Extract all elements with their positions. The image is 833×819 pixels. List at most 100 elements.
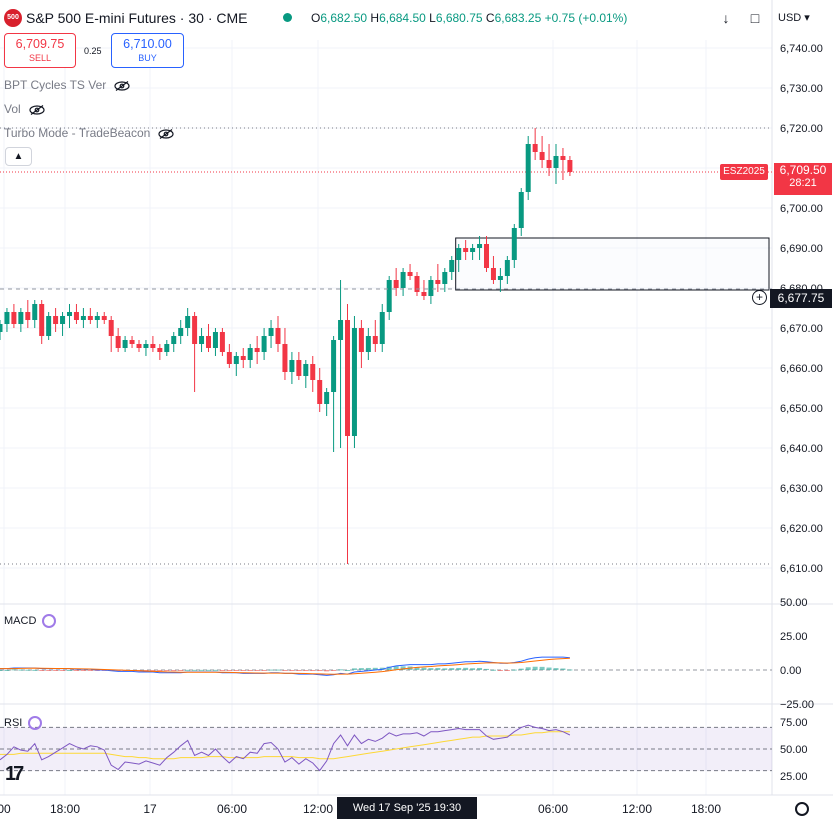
- macd-line: [0, 656, 570, 676]
- candle-body: [0, 324, 3, 332]
- eye-hidden-icon[interactable]: [29, 104, 45, 115]
- indicator-turbo-mode[interactable]: Turbo Mode - TradeBeacon: [4, 126, 174, 140]
- rsi-tick-label: 25.00: [780, 771, 808, 783]
- candle-body: [115, 336, 121, 348]
- candle-body: [261, 336, 267, 352]
- candle-body: [456, 248, 462, 260]
- macd-histogram-bar: [449, 668, 455, 670]
- macd-histogram-bar: [39, 670, 45, 671]
- macd-histogram-bar: [351, 668, 357, 670]
- rsi-tick-label: 75.00: [780, 717, 808, 729]
- gear-icon[interactable]: [795, 802, 809, 816]
- indicator-bpt-cycles[interactable]: BPT Cycles TS Ver: [4, 78, 130, 92]
- macd-histogram-bar: [338, 669, 344, 671]
- macd-histogram-bar: [484, 668, 489, 670]
- macd-histogram-bar: [73, 670, 79, 671]
- ohlc-close-label: C: [485, 11, 495, 25]
- candle-body: [101, 316, 107, 320]
- macd-histogram-bar: [60, 670, 66, 671]
- macd-histogram-bar: [303, 670, 309, 671]
- crosshair-time-label: Wed 17 Sep '25 19:30: [337, 797, 477, 819]
- macd-histogram-bar: [324, 670, 330, 672]
- price-tick-label: 6,730.00: [780, 83, 823, 95]
- macd-histogram-bar: [546, 667, 552, 670]
- candle-body: [379, 312, 385, 344]
- collapse-legend-button[interactable]: ▲: [5, 147, 32, 166]
- macd-histogram-bar: [331, 670, 337, 671]
- macd-histogram-bar: [317, 670, 323, 671]
- macd-histogram-bar: [414, 667, 420, 670]
- macd-histogram-bar: [435, 667, 441, 670]
- macd-histogram-bar: [518, 668, 524, 670]
- candle-body: [275, 328, 281, 344]
- buy-button[interactable]: 6,710.00 BUY: [111, 33, 184, 68]
- candle-body: [400, 272, 406, 288]
- rsi-ma-line: [0, 731, 570, 760]
- rectangle-drawing: [455, 237, 770, 291]
- candle-body: [206, 336, 211, 348]
- sell-button[interactable]: 6,709.75 SELL: [4, 33, 76, 68]
- candle-body: [421, 292, 427, 296]
- candle-body: [560, 156, 566, 160]
- chevron-up-icon: ▲: [13, 151, 24, 162]
- macd-pane-label[interactable]: MACD: [4, 614, 57, 628]
- macd-histogram-bar: [470, 668, 476, 670]
- macd-histogram-bar: [490, 669, 496, 671]
- macd-label: MACD: [4, 614, 37, 627]
- price-tick-label: 6,650.00: [780, 403, 823, 415]
- macd-tick-label: 0.00: [780, 665, 801, 677]
- candle-body: [449, 260, 455, 272]
- time-tick-label: 12:00: [303, 802, 333, 816]
- macd-histogram-bar: [46, 670, 52, 671]
- last-price-tag: 6,709.50 28:21: [774, 163, 832, 195]
- indicator-vol[interactable]: Vol: [4, 102, 45, 116]
- symbol-logo[interactable]: 500: [4, 9, 22, 27]
- price-tick-label: 6,690.00: [780, 243, 823, 255]
- ohlc-low-label: L: [429, 11, 436, 25]
- macd-histogram-bar: [282, 670, 288, 671]
- candle-body: [345, 320, 350, 436]
- candle-body: [365, 336, 371, 352]
- macd-histogram-bar: [150, 670, 156, 671]
- tradingview-logo-icon[interactable]: 17: [5, 763, 24, 785]
- fullscreen-icon[interactable]: □: [750, 10, 760, 26]
- macd-histogram-bar: [477, 667, 483, 670]
- candle-body: [539, 152, 545, 160]
- macd-histogram-bar: [53, 670, 59, 671]
- candle-body: [129, 340, 135, 344]
- sell-price: 6,709.75: [15, 37, 65, 51]
- macd-histogram-bar: [199, 669, 205, 671]
- price-tick-label: 6,610.00: [780, 563, 823, 575]
- macd-histogram-bar: [11, 669, 17, 671]
- rsi-tick-label: 50.00: [780, 744, 808, 756]
- macd-histogram-bar: [310, 670, 316, 671]
- candle-body: [157, 348, 163, 352]
- macd-histogram-bar: [192, 669, 198, 671]
- candle-body: [164, 344, 170, 352]
- macd-histogram-bar: [0, 670, 3, 671]
- eye-hidden-icon[interactable]: [158, 128, 174, 139]
- candle-body: [372, 336, 378, 344]
- arrow-down-icon[interactable]: ↓: [722, 10, 730, 26]
- plus-circle-icon[interactable]: +: [752, 290, 767, 305]
- macd-histogram-bar: [240, 670, 246, 671]
- candle-body: [428, 280, 434, 296]
- refresh-icon[interactable]: [28, 716, 43, 730]
- macd-histogram-bar: [539, 666, 545, 670]
- rsi-pane-label[interactable]: RSI: [4, 716, 43, 730]
- price-tick-label: 6,720.00: [780, 123, 823, 135]
- refresh-icon[interactable]: [42, 614, 57, 628]
- macd-tick-label: −25.00: [780, 699, 814, 711]
- candle-body: [296, 360, 302, 376]
- symbol-title[interactable]: S&P 500 E-mini Futures · 30 · CME: [26, 10, 248, 26]
- candle-body: [199, 336, 205, 344]
- candle-body: [331, 340, 337, 392]
- rsi-line: [0, 724, 571, 772]
- macd-histogram-bar: [560, 668, 566, 670]
- currency-selector[interactable]: USD ▾: [778, 12, 810, 24]
- eye-hidden-icon[interactable]: [114, 80, 130, 91]
- candle-body: [136, 344, 142, 348]
- symbol-tag: ESZ2025: [720, 164, 768, 180]
- macd-histogram-bar: [254, 670, 260, 671]
